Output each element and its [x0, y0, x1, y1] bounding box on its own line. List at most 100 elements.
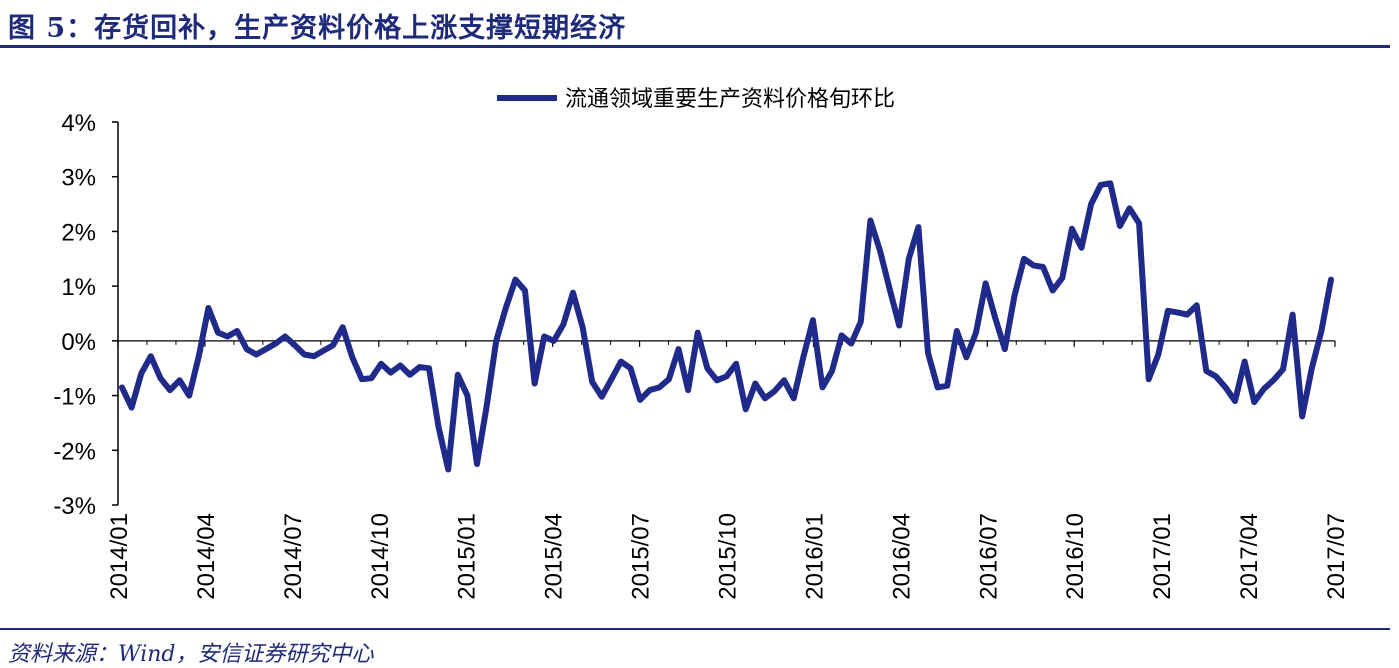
data-point — [532, 380, 538, 387]
data-point — [762, 395, 768, 401]
data-point — [819, 384, 826, 390]
x-tick-label: 2015/10 — [715, 513, 742, 600]
data-point — [723, 373, 730, 379]
data-point — [915, 224, 922, 230]
data-point — [896, 322, 902, 329]
data-point — [1213, 373, 1219, 379]
y-tick-label: 3% — [61, 165, 96, 192]
data-point — [244, 346, 250, 352]
x-tick-label: 2017/07 — [1323, 513, 1350, 600]
data-point — [618, 359, 624, 365]
data-point — [253, 351, 259, 358]
data-point — [1222, 384, 1229, 390]
data-point — [455, 372, 461, 378]
y-tick-label: 2% — [61, 219, 96, 246]
data-point — [340, 324, 346, 330]
data-point — [263, 346, 269, 352]
data-point — [1040, 264, 1046, 270]
x-axis: 2014/01 2014/04 2014/07 2014/10 2015/01 2015/… — [106, 340, 1350, 600]
data-point — [148, 353, 154, 359]
data-point — [1021, 256, 1027, 262]
data-point — [848, 341, 854, 347]
data-point — [397, 362, 403, 369]
y-tick-label: -1% — [53, 384, 96, 411]
data-point — [1117, 223, 1123, 229]
data-point — [963, 354, 970, 360]
data-point — [503, 305, 509, 311]
data-point — [925, 350, 931, 356]
data-point — [484, 403, 490, 410]
data-point — [311, 353, 317, 359]
data-point — [800, 354, 806, 360]
data-point — [138, 371, 144, 377]
data-point — [157, 375, 163, 381]
data-point — [205, 305, 211, 311]
data-point — [1318, 328, 1324, 334]
data-point — [743, 406, 749, 412]
legend-label: 流通领域重要生产资料价格旬环比 — [565, 87, 895, 112]
data-point — [1242, 359, 1248, 365]
x-tick-label: 2016/01 — [801, 513, 828, 600]
data-point — [675, 346, 682, 352]
data-point — [560, 321, 567, 327]
data-point — [954, 328, 960, 334]
data-point — [666, 376, 672, 382]
y-tick-label: 4% — [61, 110, 96, 137]
data-point — [771, 388, 778, 394]
x-tick-label: 2016/07 — [975, 513, 1002, 600]
data-point — [1002, 346, 1008, 352]
data-point — [877, 248, 883, 254]
data-point — [426, 365, 432, 371]
data-point — [580, 324, 586, 330]
data-point — [608, 376, 615, 382]
x-tick-label: 2017/01 — [1149, 513, 1176, 600]
data-point — [1251, 399, 1257, 405]
data-point — [1299, 413, 1305, 419]
data-point — [1136, 220, 1142, 226]
x-tick-label: 2014/07 — [280, 513, 307, 600]
data-point — [416, 364, 423, 370]
data-point — [973, 330, 979, 336]
data-point — [1203, 368, 1209, 374]
data-point — [512, 277, 519, 283]
figure-title: 图 5：存货回补，生产资料价格上涨支撑短期经济 — [8, 13, 627, 44]
data-point — [839, 332, 845, 338]
data-point — [944, 383, 950, 389]
data-point — [1194, 302, 1200, 308]
data-point — [656, 384, 662, 390]
x-tick-label: 2015/04 — [541, 513, 568, 600]
data-point — [464, 393, 470, 399]
data-point — [810, 317, 816, 323]
data-point — [1088, 201, 1094, 207]
data-point — [119, 384, 125, 390]
data-point — [1069, 226, 1075, 232]
data-point — [1050, 287, 1056, 294]
data-point — [1270, 377, 1276, 383]
data-point — [493, 338, 499, 344]
data-point — [177, 377, 183, 383]
data-point — [1098, 182, 1104, 188]
data-point — [320, 348, 327, 354]
data-point — [1309, 365, 1315, 371]
data-point — [541, 333, 547, 340]
source-divider — [0, 628, 1390, 630]
data-point — [1165, 308, 1171, 314]
y-tick-label: 1% — [61, 274, 96, 301]
data-point — [1155, 351, 1161, 358]
data-point — [627, 365, 634, 371]
data-point — [781, 377, 787, 383]
data-point — [551, 338, 557, 344]
x-tick-label: 2014/01 — [106, 513, 133, 600]
data-point — [858, 319, 864, 325]
data-point — [887, 286, 893, 292]
data-point — [407, 372, 413, 378]
data-point — [935, 384, 941, 390]
data-point — [704, 365, 710, 371]
data-point — [1232, 398, 1238, 404]
y-axis: 4% 3% 2% 1% 0% -1% -2% -3% — [53, 110, 119, 520]
source-note: 资料来源：Wind，安信证券研究中心 — [8, 642, 374, 667]
data-point — [829, 368, 835, 374]
data-point — [522, 287, 528, 294]
data-point — [224, 333, 231, 340]
